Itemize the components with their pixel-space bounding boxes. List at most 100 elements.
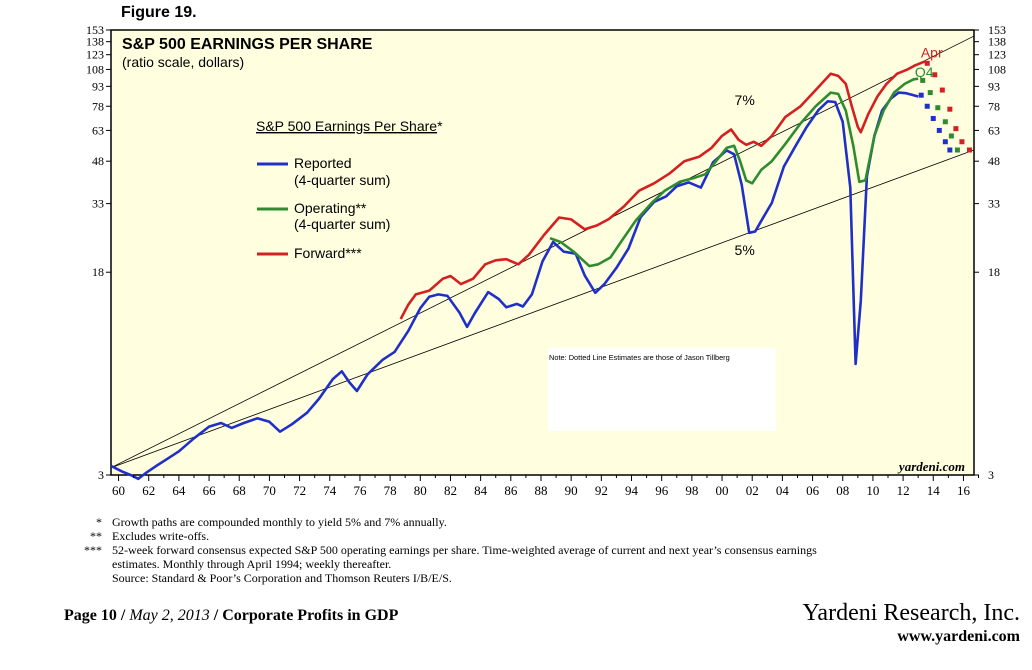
y-tick-label-right: 108: [988, 62, 1006, 76]
x-tick-label: 94: [625, 483, 639, 498]
y-tick-label-right: 33: [988, 197, 1000, 211]
estimate-dots: [918, 60, 972, 153]
report-title: Corporate Profits in GDP: [222, 607, 399, 624]
legend: S&P 500 Earnings Per Share* Reported (4-…: [256, 118, 443, 261]
page-date: May 2, 2013: [129, 607, 210, 624]
page-separator-2: /: [213, 607, 219, 624]
page-separator: /: [120, 607, 126, 624]
y-tick-label-left: 78: [92, 99, 104, 113]
footnote-text: Growth paths are compounded monthly to y…: [112, 515, 447, 529]
annotation-5-label: 5%: [735, 242, 755, 258]
trendline-7: [110, 35, 975, 469]
annotations: 7% 5% Apr Q4: [735, 44, 943, 257]
trendlines: [110, 35, 975, 469]
y-tick-label-right: 123: [988, 48, 1006, 62]
legend-label-operating: Operating**: [294, 200, 367, 216]
y-tick-label-right: 138: [988, 35, 1006, 49]
x-tick-label: 96: [655, 483, 669, 498]
x-tick-label: 06: [806, 483, 820, 498]
y-tick-label-right: 78: [988, 99, 1000, 113]
y-tick-label-right: 48: [988, 154, 1000, 168]
y-tick-label-right: 63: [988, 123, 1000, 137]
footnote-mark: **: [90, 529, 102, 543]
series-line-operating: [549, 77, 919, 268]
y-tick-label-right: 93: [988, 79, 1000, 93]
y-tick-label-left: 63: [92, 123, 104, 137]
y-tick-label-left: 48: [92, 154, 104, 168]
note-box: [548, 348, 776, 431]
x-tick-label: 68: [233, 483, 246, 498]
y-tick-label-left: 93: [92, 79, 104, 93]
annotation-q4-label: Q4: [915, 64, 934, 80]
legend-sublabel-reported: (4-quarter sum): [294, 172, 390, 188]
x-tick-label: 08: [836, 483, 849, 498]
x-tick-label: 74: [323, 483, 337, 498]
y-tick-label-left: 153: [86, 23, 104, 37]
footnote-mark: *: [96, 515, 102, 529]
y-tick-label-left: 108: [86, 62, 104, 76]
x-tick-label: 98: [685, 483, 698, 498]
estimate-point-reported-estimate-5: [947, 147, 953, 153]
chart-title: S&P 500 EARNINGS PER SHARE: [122, 36, 373, 53]
estimate-point-reported-estimate-0: [918, 92, 924, 98]
annotation-7-label: 7%: [735, 92, 755, 108]
trendline-5: [110, 149, 975, 469]
brand-name: Yardeni Research, Inc.: [802, 600, 1021, 626]
page-footer: Page 10 / May 2, 2013 / Corporate Profit…: [64, 607, 398, 625]
y-tick-label-right: 18: [988, 265, 1000, 279]
estimate-point-operating-estimate-3: [942, 119, 948, 125]
y-tick-label-left: 123: [86, 48, 104, 62]
series-line-forward: [399, 60, 927, 320]
estimate-point-operating-estimate-5: [954, 147, 960, 153]
estimate-point-operating-estimate-1: [927, 90, 933, 96]
x-tick-label: 16: [957, 483, 971, 498]
x-tick-label: 02: [746, 483, 759, 498]
legend-label-reported: Reported: [294, 155, 352, 171]
x-tick-label: 88: [534, 483, 547, 498]
x-tick-label: 86: [504, 483, 518, 498]
estimate-point-reported-estimate-1: [924, 103, 930, 109]
estimate-point-operating-estimate-2: [935, 105, 941, 111]
y-tick-label-left: 18: [92, 265, 104, 279]
footnote-mark: ***: [84, 543, 102, 557]
figure-label: Figure 19.: [121, 4, 197, 21]
estimate-point-operating-estimate-0: [920, 77, 926, 83]
estimate-point-operating-estimate-4: [948, 133, 954, 139]
estimate-point-reported-estimate-2: [930, 115, 936, 121]
annotation-apr-label: Apr: [921, 44, 943, 60]
x-tick-label: 60: [112, 483, 125, 498]
legend-label-forward: Forward***: [294, 245, 362, 261]
x-tick-label: 12: [897, 483, 910, 498]
x-tick-label: 10: [866, 483, 879, 498]
x-tick-label: 90: [565, 483, 578, 498]
footnote-text: Source: Standard & Poor’s Corporation an…: [112, 571, 452, 585]
x-tick-label: 04: [776, 483, 790, 498]
legend-title-mark: *: [437, 118, 443, 134]
x-tick-label: 84: [474, 483, 488, 498]
x-tick-label: 00: [716, 483, 729, 498]
estimate-point-forward-estimate-4: [953, 126, 959, 132]
y-tick-label-right: 153: [988, 23, 1006, 37]
footnote-text: estimates. Monthly through April 1994; w…: [112, 557, 392, 571]
watermark: yardeni.com: [897, 459, 965, 474]
footnote-text: 52-week forward consensus expected S&P 5…: [112, 543, 817, 557]
note-text: Note: Dotted Line Estimates are those of…: [549, 353, 730, 362]
x-tick-label: 62: [142, 483, 155, 498]
x-tick-label: 76: [353, 483, 367, 498]
plot-background: [110, 29, 975, 476]
estimate-point-forward-estimate-6: [966, 147, 972, 153]
page-number: Page 10: [64, 607, 117, 624]
x-tick-label: 14: [927, 483, 941, 498]
x-tick-label: 78: [384, 483, 397, 498]
x-tick-label: 92: [595, 483, 608, 498]
estimate-point-reported-estimate-3: [936, 127, 942, 133]
x-tick-label: 80: [414, 483, 427, 498]
legend-title: S&P 500 Earnings Per Share*: [256, 118, 443, 134]
x-tick-label: 82: [444, 483, 457, 498]
estimate-point-forward-estimate-5: [959, 139, 965, 145]
footnote-text: Excludes write-offs.: [112, 529, 210, 543]
chart-subtitle: (ratio scale, dollars): [122, 54, 244, 70]
x-tick-label: 70: [263, 483, 276, 498]
